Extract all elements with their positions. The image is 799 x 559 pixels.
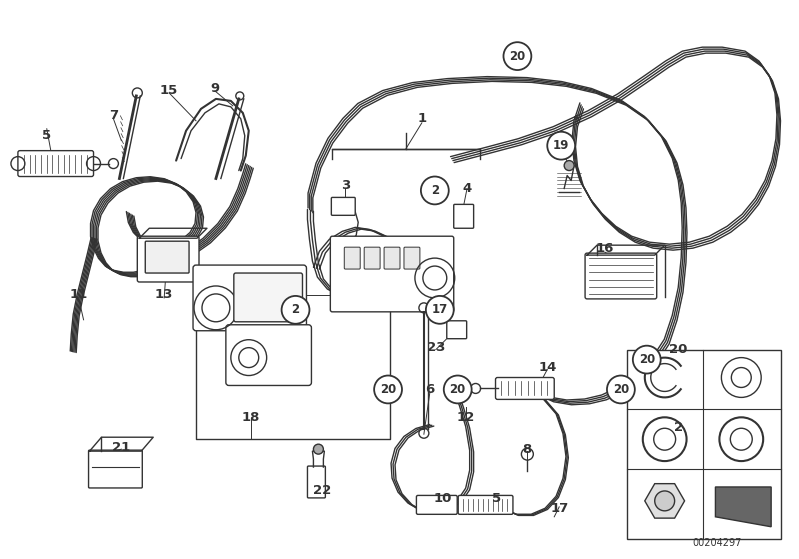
Text: 20: 20 [670,343,688,356]
FancyBboxPatch shape [308,466,325,498]
FancyBboxPatch shape [18,150,93,177]
Text: 8: 8 [523,443,532,456]
Circle shape [426,296,454,324]
Circle shape [313,444,324,454]
FancyBboxPatch shape [89,450,142,488]
Text: 15: 15 [160,84,178,97]
Text: 2: 2 [292,304,300,316]
Bar [627,349,781,539]
Circle shape [633,345,661,373]
Circle shape [443,376,471,404]
Circle shape [654,491,674,511]
Text: 2: 2 [431,184,439,197]
Circle shape [374,376,402,404]
Text: 4: 4 [462,182,471,195]
Text: 18: 18 [241,411,260,424]
Text: 17: 17 [431,304,448,316]
FancyBboxPatch shape [454,205,474,228]
Text: 1: 1 [417,112,427,125]
FancyBboxPatch shape [145,241,189,273]
FancyBboxPatch shape [364,247,380,269]
Text: 11: 11 [70,288,88,301]
Circle shape [421,177,449,205]
Circle shape [607,376,635,404]
Text: 20: 20 [380,383,396,396]
Text: 00204297: 00204297 [693,538,742,548]
FancyBboxPatch shape [193,265,307,331]
FancyBboxPatch shape [416,495,457,514]
Text: 22: 22 [313,485,332,498]
Circle shape [564,160,574,170]
Text: 3: 3 [340,179,350,192]
FancyBboxPatch shape [234,273,303,322]
Text: 2: 2 [674,421,683,434]
Text: 23: 23 [427,341,445,354]
Text: 20: 20 [450,383,466,396]
FancyBboxPatch shape [332,197,356,215]
Text: 20: 20 [613,383,629,396]
FancyBboxPatch shape [447,321,467,339]
Text: 5: 5 [42,129,51,142]
Text: 6: 6 [425,383,435,396]
FancyBboxPatch shape [458,495,513,514]
Circle shape [547,132,575,160]
Circle shape [503,42,531,70]
Text: 19: 19 [553,139,570,152]
FancyBboxPatch shape [344,247,360,269]
FancyBboxPatch shape [585,253,657,299]
Circle shape [281,296,309,324]
Text: 7: 7 [109,110,118,122]
Text: 13: 13 [155,288,173,301]
Polygon shape [715,487,771,527]
Text: 14: 14 [538,361,556,374]
Text: 21: 21 [113,440,130,454]
Text: 9: 9 [210,82,220,96]
FancyBboxPatch shape [404,247,420,269]
Text: 17: 17 [550,503,568,515]
Text: 20: 20 [509,50,526,63]
FancyBboxPatch shape [226,325,312,386]
Text: 10: 10 [434,492,452,505]
FancyBboxPatch shape [137,236,199,282]
FancyBboxPatch shape [495,377,555,399]
FancyBboxPatch shape [330,236,454,312]
Text: 16: 16 [596,241,614,255]
FancyBboxPatch shape [384,247,400,269]
Text: 5: 5 [492,492,501,505]
Text: 12: 12 [456,411,475,424]
Text: 20: 20 [638,353,655,366]
